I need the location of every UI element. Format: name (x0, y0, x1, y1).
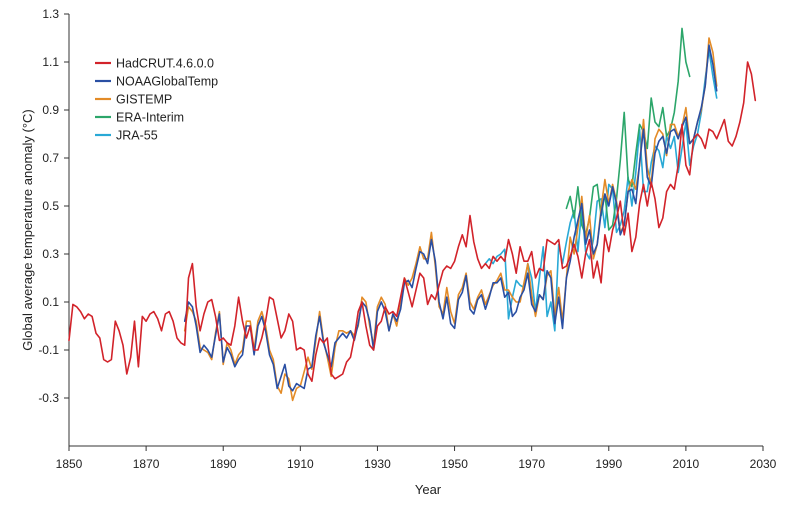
y-axis-title: Global average temperature anomaly (°C) (20, 109, 35, 350)
x-tick-label: 2030 (750, 457, 777, 471)
x-tick-label: 1870 (133, 457, 160, 471)
x-tick-label: 1930 (364, 457, 391, 471)
legend-label-hadcrut-4-6-0-0: HadCRUT.4.6.0.0 (116, 57, 214, 71)
y-tick-label: 1.1 (42, 55, 59, 69)
x-axis-title: Year (415, 482, 442, 497)
legend-label-era-interim: ERA-Interim (116, 111, 184, 125)
y-tick-label: 1.3 (42, 7, 59, 21)
x-tick-label: 1910 (287, 457, 314, 471)
y-tick-label: 0.3 (42, 247, 59, 261)
y-tick-label: 0.7 (42, 151, 59, 165)
chart-axes: 1850 1870 1890 1910 1930 1950 1970 1990 2010 2030… (38, 7, 776, 471)
series-line-noaaglobaltemp (183, 44, 718, 392)
x-tick-label: 2010 (673, 457, 700, 471)
series-line-gistemp (183, 37, 718, 402)
y-tick-label: -0.3 (38, 391, 59, 405)
chart-series-layer (68, 27, 757, 402)
y-tick-label: 0.5 (42, 199, 59, 213)
y-tick-label: -0.1 (38, 343, 59, 357)
x-tick-label: 1990 (595, 457, 622, 471)
x-tick-label: 1850 (56, 457, 83, 471)
x-tick-label: 1950 (441, 457, 468, 471)
chart-legend: HadCRUT.4.6.0.0 NOAAGlobalTemp GISTEMP ERA-… (95, 57, 218, 143)
series-line-jra-55 (484, 49, 718, 332)
y-tick-label: 0.1 (42, 295, 59, 309)
y-tick-label: 0.9 (42, 103, 59, 117)
x-tick-label: 1890 (210, 457, 237, 471)
series-line-hadcrut-4-6-0-0 (68, 61, 757, 383)
x-tick-label: 1970 (518, 457, 545, 471)
legend-label-noaaglobaltemp: NOAAGlobalTemp (116, 75, 218, 89)
legend-label-gistemp: GISTEMP (116, 93, 172, 107)
legend-label-jra-55: JRA-55 (116, 129, 158, 143)
